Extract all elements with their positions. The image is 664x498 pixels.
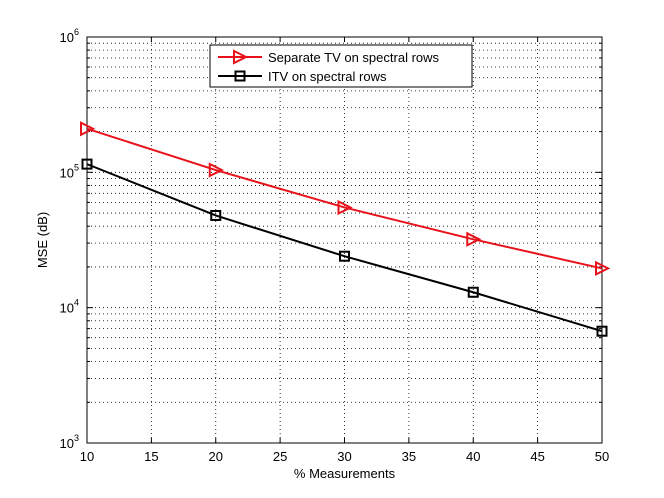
x-tick-label: 15 [144, 449, 158, 464]
data-point [208, 162, 224, 178]
grid-lines [87, 37, 602, 443]
x-tick-label: 25 [273, 449, 287, 464]
x-tick-label: 30 [337, 449, 351, 464]
x-tick-label: 40 [466, 449, 480, 464]
series-line [86, 127, 603, 270]
x-tick-label: 50 [595, 449, 609, 464]
data-point [339, 250, 350, 262]
series-1 [80, 121, 611, 277]
legend-label: Separate TV on spectral rows [268, 50, 440, 65]
x-tick-label: 45 [530, 449, 544, 464]
data-point [467, 286, 479, 298]
data-point [596, 325, 608, 337]
axis-ticks: 10 15 20 25 30 35 40 45 50 103 104 105 106 [60, 27, 610, 464]
x-tick-label: 20 [209, 449, 223, 464]
series-2 [81, 158, 608, 337]
legend-marker [233, 49, 249, 65]
y-axis-label: MSE (dB) [35, 212, 50, 268]
legend: Separate TV on spectral rows ITV on spect… [209, 44, 473, 88]
x-tick-label: 10 [80, 449, 94, 464]
data-point [210, 209, 222, 221]
y-tick-label: 103 [60, 433, 79, 451]
data-point [595, 260, 611, 277]
data-point [81, 158, 93, 170]
y-tick-label: 106 [60, 27, 79, 45]
x-axis-label: % Measurements [294, 466, 396, 481]
data-point [337, 199, 353, 216]
data-point [466, 231, 482, 247]
y-tick-label: 105 [60, 162, 79, 180]
legend-box [209, 44, 473, 88]
series-line [86, 163, 603, 333]
x-tick-label: 35 [402, 449, 416, 464]
legend-marker [234, 70, 246, 82]
series-layer [80, 121, 611, 337]
y-tick-label: 104 [60, 298, 79, 316]
data-point [80, 121, 96, 137]
legend-label: ITV on spectral rows [268, 69, 387, 84]
